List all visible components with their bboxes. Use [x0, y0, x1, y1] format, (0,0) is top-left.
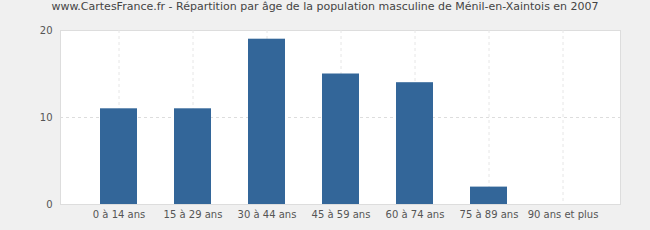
svg-text:20: 20 — [40, 25, 53, 36]
svg-text:0: 0 — [46, 199, 52, 210]
svg-text:10: 10 — [40, 112, 53, 123]
svg-text:15 à 29 ans: 15 à 29 ans — [164, 209, 223, 220]
svg-text:75 à 89 ans: 75 à 89 ans — [460, 209, 519, 220]
svg-text:30 à 44 ans: 30 à 44 ans — [238, 209, 297, 220]
html-text:www.CartesFrance.fr - Répartit: www.CartesFrance.fr - Répartition par âg… — [51, 0, 599, 13]
svg-text:45 à 59 ans: 45 à 59 ans — [312, 209, 371, 220]
svg-text:60 à 74 ans: 60 à 74 ans — [386, 209, 445, 220]
svg-text:90 ans et plus: 90 ans et plus — [528, 209, 599, 220]
svg-text:0 à 14 ans: 0 à 14 ans — [93, 209, 145, 220]
